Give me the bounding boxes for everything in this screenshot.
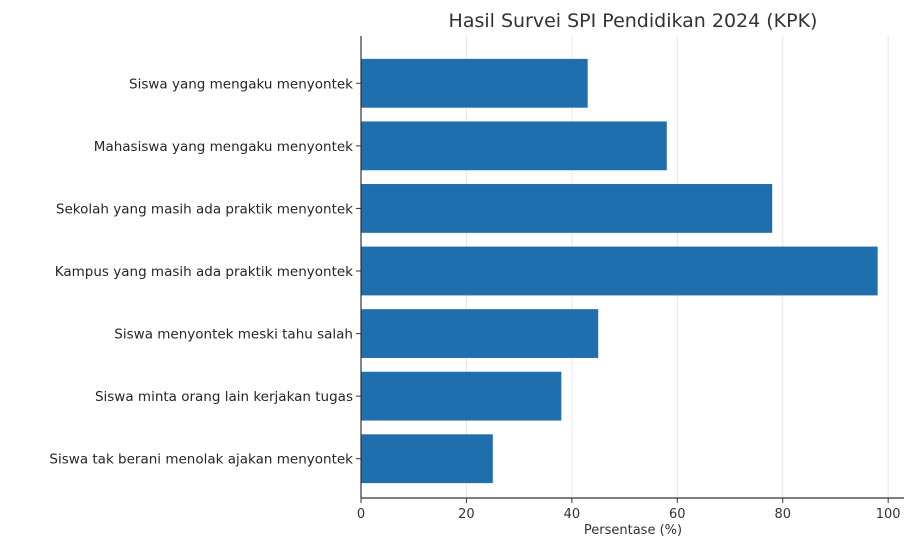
x-tick-label: 0 — [357, 507, 365, 522]
bar — [361, 434, 493, 484]
x-tick-label: 40 — [564, 507, 581, 522]
x-ticks: 0 20 40 60 80 100 — [357, 498, 901, 522]
category-label: Siswa minta orang lain kerjakan tugas — [95, 389, 353, 405]
category-label: Mahasiswa yang mengaku menyontek — [94, 139, 353, 155]
chart-title: Hasil Survei SPI Pendidikan 2024 (KPK) — [449, 10, 818, 32]
bar — [361, 309, 599, 358]
category-label: Siswa tak berani menolak ajakan menyonte… — [49, 452, 353, 468]
bar — [361, 184, 773, 233]
category-label: Siswa yang mengaku menyontek — [129, 76, 353, 92]
category-label: Sekolah yang masih ada praktik menyontek — [56, 201, 353, 217]
category-labels: Siswa yang mengaku menyontek Mahasiswa ya… — [49, 76, 361, 468]
x-axis-label: Persentase (%) — [584, 523, 682, 538]
x-tick-label: 20 — [458, 507, 475, 522]
x-tick-label: 100 — [876, 507, 901, 522]
category-label: Siswa menyontek meski tahu salah — [114, 327, 353, 343]
category-label: Kampus yang masih ada praktik menyontek — [55, 264, 353, 280]
bar — [361, 371, 562, 421]
bars — [361, 58, 878, 484]
bar — [361, 121, 667, 171]
x-tick-label: 60 — [669, 507, 686, 522]
bar — [361, 246, 878, 296]
x-tick-label: 80 — [774, 507, 791, 522]
bar — [361, 58, 588, 108]
